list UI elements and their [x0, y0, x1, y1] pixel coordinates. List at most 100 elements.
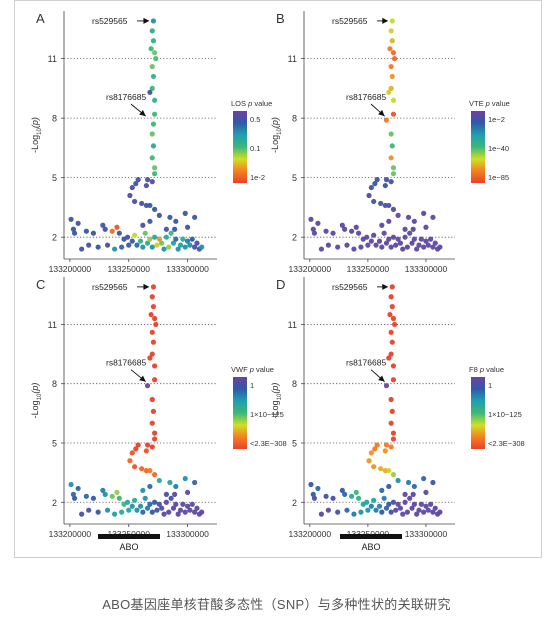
data-point: [311, 230, 318, 236]
data-point: [389, 143, 395, 149]
data-point: [400, 246, 406, 252]
data-point: [132, 497, 138, 503]
data-point: [177, 507, 184, 513]
data-point: [365, 507, 371, 513]
data-point: [386, 202, 392, 209]
data-point: [149, 155, 155, 161]
data-point: [149, 420, 155, 426]
data-point: [366, 192, 372, 199]
data-point: [159, 240, 165, 246]
legend-tick-label: 0.5: [250, 115, 260, 124]
data-point: [382, 182, 388, 189]
x-tick-label: 133250000: [107, 264, 150, 274]
data-point: [167, 214, 173, 220]
data-point: [342, 226, 348, 232]
data-point: [153, 56, 159, 62]
data-point: [150, 73, 157, 80]
data-point: [376, 503, 383, 509]
data-point: [68, 481, 74, 488]
data-point: [353, 489, 359, 495]
legend-tick-label: 1×10−125: [250, 410, 284, 419]
data-point: [410, 491, 416, 497]
data-point: [124, 234, 131, 240]
data-point: [404, 509, 410, 515]
data-point: [388, 444, 394, 450]
data-point: [79, 511, 85, 517]
data-point: [407, 495, 413, 501]
data-point: [112, 246, 118, 252]
data-point: [390, 472, 397, 478]
data-point: [310, 491, 316, 497]
panel-label: A: [36, 11, 45, 26]
data-point: [308, 216, 314, 222]
data-point: [414, 246, 420, 252]
data-point: [150, 18, 157, 24]
data-point: [152, 363, 158, 369]
data-point: [388, 420, 394, 426]
data-point: [187, 242, 193, 248]
panel-label: C: [36, 277, 45, 292]
legend-tick-label: <2.3E−308: [488, 439, 525, 448]
x-tick-label: 133300000: [405, 264, 448, 274]
data-point: [323, 228, 329, 234]
data-point: [140, 509, 146, 515]
data-point: [83, 228, 89, 234]
data-point: [140, 222, 146, 228]
data-point: [104, 242, 111, 248]
data-point: [315, 485, 321, 492]
data-point: [152, 97, 158, 103]
data-point: [152, 171, 158, 177]
data-point: [144, 505, 151, 511]
data-point: [335, 244, 341, 250]
data-point: [390, 171, 397, 177]
data-point: [386, 218, 392, 224]
data-point: [381, 230, 387, 236]
data-point: [390, 111, 397, 117]
data-point: [421, 509, 427, 515]
annotation-label: rs529565: [332, 282, 368, 292]
data-point: [184, 238, 191, 244]
data-point: [373, 507, 379, 513]
gene-bar: [98, 534, 160, 539]
arrow-head: [139, 110, 146, 117]
data-point: [168, 230, 174, 236]
arrow-head: [378, 109, 385, 117]
data-point: [411, 236, 417, 242]
data-point: [400, 511, 406, 517]
data-point: [83, 493, 89, 499]
data-point: [175, 246, 181, 252]
data-point: [351, 511, 357, 517]
data-point: [411, 483, 417, 490]
data-point: [147, 236, 153, 242]
data-point: [152, 430, 158, 436]
data-point: [388, 351, 394, 357]
color-legend-bar: [233, 111, 247, 183]
x-tick-label: 133300000: [166, 264, 209, 274]
data-point: [423, 489, 429, 495]
data-point: [129, 503, 135, 509]
data-point: [149, 351, 155, 357]
data-point: [75, 485, 81, 492]
data-point: [149, 444, 155, 450]
data-point: [102, 491, 108, 497]
data-point: [134, 242, 140, 248]
data-point: [152, 436, 158, 442]
data-point: [379, 509, 385, 515]
data-point: [147, 89, 153, 95]
data-point: [163, 226, 169, 232]
y-axis-label: -Log10(p): [30, 383, 43, 419]
data-point: [147, 218, 153, 224]
data-point: [150, 304, 157, 310]
data-point: [163, 499, 169, 505]
data-point: [342, 491, 348, 497]
data-point: [166, 509, 172, 515]
data-point: [386, 468, 392, 474]
data-point: [177, 242, 184, 248]
data-point: [150, 121, 157, 127]
y-axis-label: -Log10(p): [270, 117, 283, 153]
annotation-label: rs529565: [92, 16, 128, 26]
data-point: [428, 236, 434, 242]
data-point: [388, 396, 394, 403]
data-point: [381, 495, 387, 501]
data-point: [389, 304, 395, 310]
